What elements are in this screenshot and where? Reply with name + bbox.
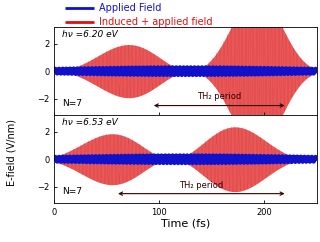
Text: hν =6.20 eV: hν =6.20 eV [62,30,118,39]
Text: E-field (V/nm): E-field (V/nm) [6,119,16,186]
X-axis label: Time (fs): Time (fs) [161,219,210,228]
Text: TH₂ period: TH₂ period [197,92,241,101]
Text: Induced + applied field: Induced + applied field [99,17,212,27]
Text: N=7: N=7 [62,187,82,196]
Text: N=7: N=7 [62,99,82,108]
Text: Applied Field: Applied Field [99,3,161,13]
Text: TH₂ period: TH₂ period [179,181,223,189]
Text: hν =6.53 eV: hν =6.53 eV [62,118,118,127]
